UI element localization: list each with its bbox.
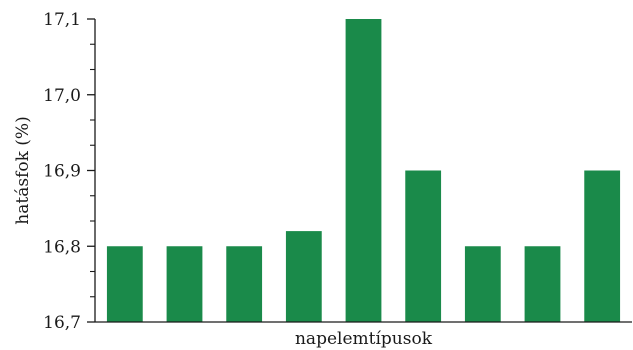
bar xyxy=(106,246,143,322)
y-tick-label: 16,8 xyxy=(43,237,81,257)
bar xyxy=(584,170,621,322)
x-axis-title: napelemtípusok xyxy=(295,329,433,349)
y-axis-title: hatásfok (%) xyxy=(13,116,33,224)
y-tick-label: 16,9 xyxy=(43,162,81,182)
bar-series xyxy=(106,19,621,322)
y-tick-label: 17,1 xyxy=(43,10,81,30)
bar xyxy=(226,246,263,322)
y-tick-label: 17,0 xyxy=(43,86,81,106)
bar xyxy=(345,19,382,322)
y-tick-label: 16,7 xyxy=(43,313,81,333)
bar xyxy=(285,231,322,322)
bar xyxy=(464,246,501,322)
bar xyxy=(524,246,561,322)
y-axis: 16,7 16,8 16,9 17,0 17,1 xyxy=(43,10,96,333)
bar xyxy=(166,246,203,322)
bar xyxy=(405,170,442,322)
